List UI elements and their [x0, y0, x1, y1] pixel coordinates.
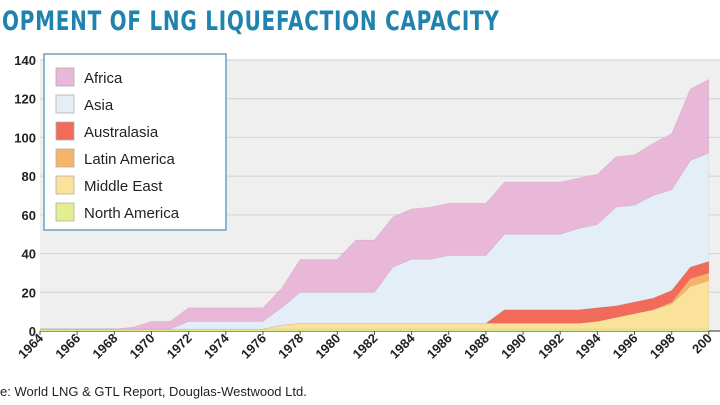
legend-label-middle-east: Middle East: [84, 178, 163, 195]
area-africa: [40, 78, 710, 330]
x-tick-label: 200: [689, 331, 715, 357]
legend-label-australasia: Australasia: [84, 124, 159, 141]
x-tick-label: 1990: [498, 331, 529, 362]
legend-label-asia: Asia: [84, 97, 114, 114]
x-tick-label: 1980: [312, 331, 343, 362]
x-tick-label: 1988: [461, 331, 492, 362]
x-tick-label: 1986: [424, 331, 455, 362]
x-tick-label: 1966: [52, 331, 83, 362]
legend-swatch-africa: [55, 67, 75, 87]
x-tick-label: 1992: [535, 331, 566, 362]
legend-swatch-australasia: [55, 121, 75, 141]
x-axis-ticks: 1964 1966 1968 1970 1972 1974 1976 1978 1980 1982…: [15, 330, 715, 362]
x-tick-label: 1974: [201, 330, 233, 362]
y-tick-label: 120: [14, 92, 36, 107]
x-tick-label: 1998: [647, 331, 678, 362]
x-tick-label: 1964: [15, 330, 47, 362]
legend-label-africa: Africa: [84, 70, 123, 87]
y-tick-label: 40: [22, 247, 36, 262]
source-note: e: World LNG & GTL Report, Douglas-Westw…: [0, 384, 307, 399]
area-series: [39, 78, 710, 332]
x-tick-label: 1978: [275, 331, 306, 362]
y-axis-ticks: 0 20 40 60 80 100 120 140: [14, 53, 36, 339]
x-tick-label: 1968: [89, 331, 120, 362]
y-tick-label: 80: [22, 169, 36, 184]
legend-label-north-america: North America: [84, 205, 180, 222]
x-tick-label: 1976: [238, 331, 269, 362]
y-tick-label: 0: [29, 324, 36, 339]
y-tick-label: 140: [14, 53, 36, 68]
x-tick-label: 1982: [349, 331, 380, 362]
legend-swatch-north-america: [55, 202, 75, 222]
legend-swatch-asia: [55, 94, 75, 114]
x-tick-label: 1996: [610, 331, 641, 362]
legend: Africa Asia Australasia Latin America Middle…: [43, 53, 227, 231]
legend-swatch-middle-east: [55, 175, 75, 195]
x-tick-label: 1984: [387, 330, 419, 362]
legend-swatch-latin-america: [55, 148, 75, 168]
y-tick-label: 20: [22, 285, 36, 300]
y-tick-label: 100: [14, 130, 36, 145]
x-tick-label: 1972: [164, 331, 195, 362]
x-tick-label: 1970: [127, 331, 158, 362]
legend-label-latin-america: Latin America: [84, 151, 176, 168]
chart-title: OPMENT OF LNG LIQUEFACTION CAPACITY: [2, 6, 500, 37]
x-tick-label: 1994: [572, 330, 604, 362]
y-tick-label: 60: [22, 208, 36, 223]
